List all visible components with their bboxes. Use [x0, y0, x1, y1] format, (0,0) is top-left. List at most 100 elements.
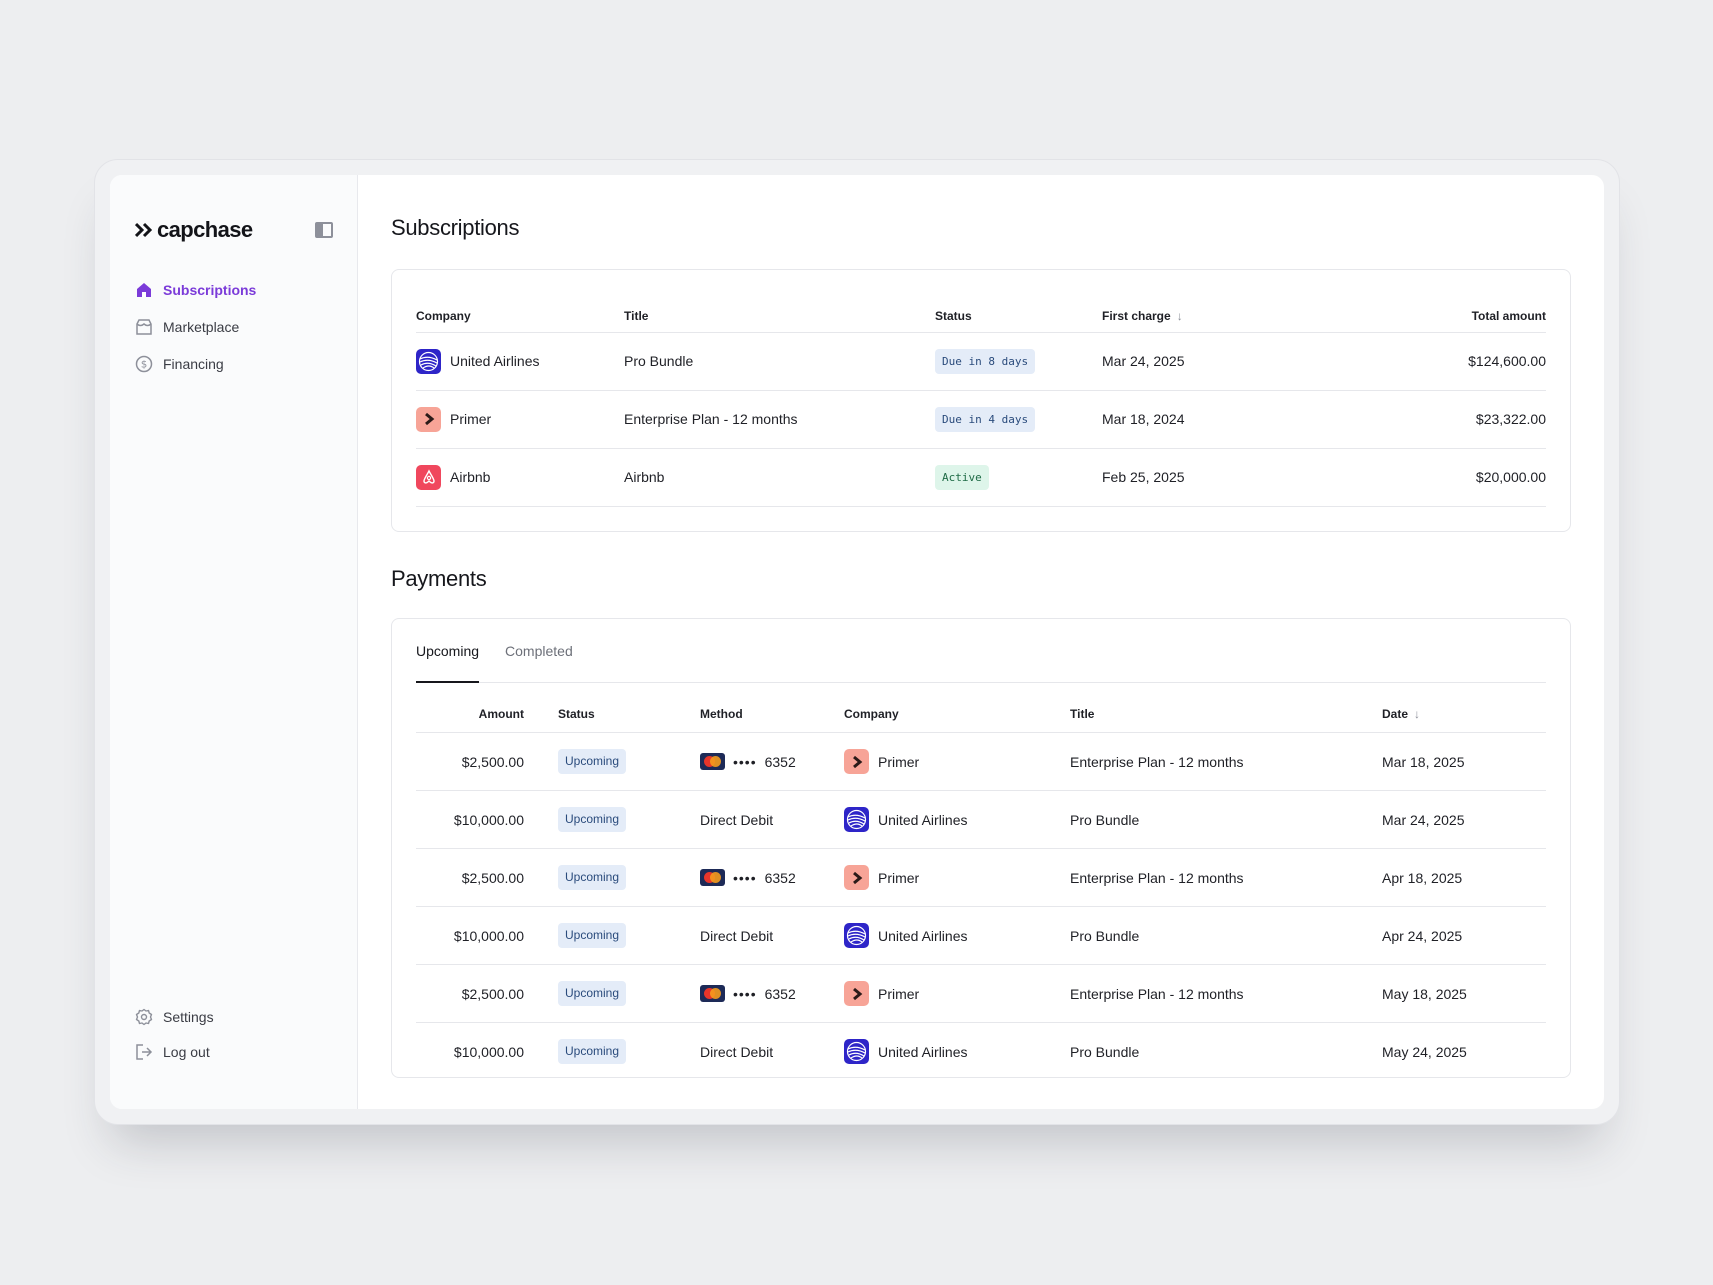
- table-row[interactable]: $2,500.00 Upcoming •••• 6352 Primer: [416, 848, 1546, 907]
- title-cell: Pro Bundle: [1062, 906, 1374, 965]
- sidebar-item-subscriptions[interactable]: Subscriptions: [135, 271, 333, 308]
- gear-icon: [135, 1008, 153, 1026]
- sidebar-item-label: Log out: [163, 1043, 210, 1060]
- card-last4: 6352: [764, 985, 796, 1002]
- title-cell: Enterprise Plan - 12 months: [1062, 732, 1374, 791]
- table-header-row: Amount Status Method Company Title Date ↓: [416, 696, 1546, 733]
- column-header-total-amount[interactable]: Total amount: [1282, 300, 1546, 333]
- company-name: Primer: [878, 869, 920, 886]
- sidebar-nav: Subscriptions Marketplace $ Financing: [135, 271, 333, 382]
- table-row[interactable]: $10,000.00 Upcoming Direct Debit United …: [416, 906, 1546, 965]
- home-icon: [135, 281, 153, 299]
- method-cell: •••• 6352: [700, 985, 836, 1002]
- airbnb-logo-icon: [416, 464, 441, 490]
- main-content: Subscriptions Company Title Status First…: [358, 175, 1604, 1109]
- title-cell: Pro Bundle: [1062, 1022, 1374, 1077]
- title-cell: Enterprise Plan - 12 months: [1062, 848, 1374, 907]
- status-badge: Upcoming: [558, 1039, 627, 1064]
- total-amount-cell: $20,000.00: [1282, 448, 1546, 507]
- company-cell: Primer: [416, 406, 624, 432]
- united-airlines-logo-icon: [844, 807, 869, 832]
- sidebar-item-settings[interactable]: Settings: [135, 999, 214, 1034]
- amount-cell: $2,500.00: [416, 732, 524, 791]
- tab-completed[interactable]: Completed: [505, 642, 573, 659]
- company-name: Primer: [878, 985, 920, 1002]
- tab-upcoming[interactable]: Upcoming: [416, 639, 480, 683]
- table-row[interactable]: $2,500.00 Upcoming •••• 6352 Primer: [416, 964, 1546, 1023]
- total-amount-cell: $124,600.00: [1282, 332, 1546, 391]
- primer-logo-icon: [844, 865, 869, 890]
- company-cell: United Airlines: [844, 923, 1062, 948]
- company-name: Primer: [450, 411, 492, 427]
- status-badge: Upcoming: [558, 865, 627, 890]
- subscriptions-title: Subscriptions: [391, 215, 520, 240]
- amount-cell: $10,000.00: [416, 906, 524, 965]
- sidebar-item-label: Subscriptions: [163, 281, 257, 298]
- date-cell: Mar 18, 2025: [1374, 732, 1546, 791]
- table-row[interactable]: Airbnb Airbnb Active Feb 25, 2025 $20,00…: [416, 448, 1546, 507]
- column-header-first-charge[interactable]: First charge ↓: [1102, 300, 1282, 333]
- card-dots: ••••: [733, 985, 757, 1002]
- brand-name: capchase: [157, 217, 253, 242]
- date-cell: May 24, 2025: [1374, 1022, 1546, 1077]
- app-window: capchase Subscriptions Marketplace: [110, 175, 1604, 1109]
- company-cell: Primer: [844, 865, 1062, 890]
- amount-cell: $10,000.00: [416, 1022, 524, 1077]
- card-dots: ••••: [733, 753, 757, 770]
- column-header-method[interactable]: Method: [680, 696, 836, 733]
- sidebar-item-label: Marketplace: [163, 318, 240, 335]
- date-cell: Apr 18, 2025: [1374, 848, 1546, 907]
- company-name: United Airlines: [450, 353, 540, 369]
- table-row[interactable]: United Airlines Pro Bundle Due in 8 days…: [416, 332, 1546, 391]
- sidebar-item-financing[interactable]: $ Financing: [135, 345, 333, 382]
- app-frame: capchase Subscriptions Marketplace: [94, 159, 1620, 1125]
- sidebar-item-marketplace[interactable]: Marketplace: [135, 308, 333, 345]
- company-cell: Primer: [844, 749, 1062, 774]
- title-cell: Airbnb: [624, 448, 935, 507]
- sidebar-item-label: Settings: [163, 1008, 214, 1025]
- company-cell: United Airlines: [416, 348, 624, 374]
- sidebar-toggle-icon[interactable]: [315, 222, 333, 238]
- column-header-status[interactable]: Status: [524, 696, 680, 733]
- status-badge: Upcoming: [558, 981, 627, 1006]
- company-cell: United Airlines: [844, 807, 1062, 832]
- title-cell: Pro Bundle: [624, 332, 935, 391]
- company-cell: Primer: [844, 981, 1062, 1006]
- capchase-logo[interactable]: capchase: [135, 217, 253, 243]
- date-cell: Mar 24, 2025: [1374, 790, 1546, 849]
- column-header-date[interactable]: Date ↓: [1374, 696, 1546, 733]
- brand-bar: capchase: [135, 217, 333, 243]
- column-header-title[interactable]: Title: [624, 300, 935, 333]
- status-badge: Upcoming: [558, 923, 627, 948]
- status-badge: Upcoming: [558, 749, 627, 774]
- payments-table-body: $2,500.00 Upcoming •••• 6352 Primer: [416, 732, 1546, 1077]
- table-row[interactable]: $10,000.00 Upcoming Direct Debit United …: [416, 1022, 1546, 1077]
- company-name: United Airlines: [878, 927, 968, 944]
- mastercard-icon: [700, 869, 725, 886]
- amount-cell: $2,500.00: [416, 848, 524, 907]
- card-last4: 6352: [764, 753, 796, 770]
- table-row[interactable]: Primer Enterprise Plan - 12 months Due i…: [416, 390, 1546, 449]
- sort-down-icon[interactable]: ↓: [1176, 308, 1183, 323]
- method-cell: •••• 6352: [700, 753, 836, 770]
- first-charge-cell: Feb 25, 2025: [1102, 448, 1282, 507]
- date-cell: Apr 24, 2025: [1374, 906, 1546, 965]
- total-amount-cell: $23,322.00: [1282, 390, 1546, 449]
- table-row[interactable]: $10,000.00 Upcoming Direct Debit United …: [416, 790, 1546, 849]
- sidebar-bottom: Settings Log out: [135, 999, 214, 1069]
- column-header-title[interactable]: Title: [1062, 696, 1374, 733]
- company-name: Primer: [878, 753, 920, 770]
- united-airlines-logo-icon: [416, 348, 441, 374]
- column-header-company[interactable]: Company: [836, 696, 1062, 733]
- column-header-amount[interactable]: Amount: [416, 696, 524, 733]
- column-header-company[interactable]: Company: [416, 300, 624, 333]
- method-cell: •••• 6352: [700, 869, 836, 886]
- sidebar-item-logout[interactable]: Log out: [135, 1034, 214, 1069]
- status-badge: Due in 8 days: [935, 348, 1036, 374]
- method-cell: Direct Debit: [680, 790, 836, 849]
- status-badge: Upcoming: [558, 807, 627, 832]
- sort-down-icon[interactable]: ↓: [1414, 707, 1421, 722]
- table-row[interactable]: $2,500.00 Upcoming •••• 6352 Primer: [416, 732, 1546, 791]
- title-cell: Enterprise Plan - 12 months: [1062, 964, 1374, 1023]
- column-header-status[interactable]: Status: [935, 300, 1102, 333]
